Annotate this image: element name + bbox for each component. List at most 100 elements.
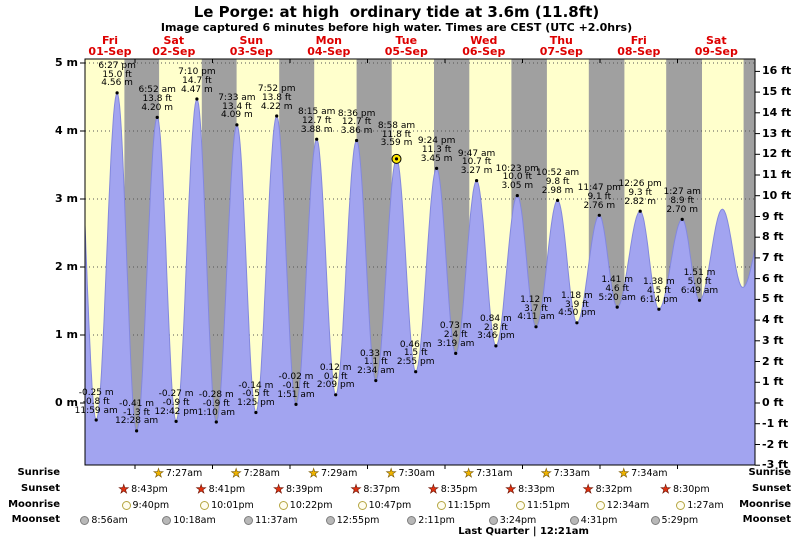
tide-extreme-dot <box>294 402 298 406</box>
tide-extreme-dot <box>115 91 119 95</box>
day-date: 08-Sep <box>617 45 661 58</box>
tide-annotation-line: 6:49 am <box>680 285 719 296</box>
astro-time: 11:15pm <box>447 499 491 511</box>
tide-annotation-line: 1:51 am <box>277 389 315 400</box>
tide-annotation-line: 6:52 am <box>138 85 176 96</box>
tide-annotation-high: 6:27 pm 15.0 ft 4.56 m <box>98 60 136 88</box>
tide-annotation-low: -0.02 m -0.1 ft 1:51 am <box>277 373 314 399</box>
tide-annotation-line: 0.84 m <box>480 313 512 324</box>
y-axis-label-ft: 13 ft <box>762 126 792 140</box>
tide-annotation-line: 10:23 pm <box>495 163 539 174</box>
astro-time: 8:30pm <box>672 483 710 495</box>
tide-annotation-line: 0.73 m <box>439 321 472 332</box>
tide-annotation-high: 1:27 am 8.9 ft 2.70 m <box>664 188 701 214</box>
tide-annotation-line: 3.05 m <box>501 181 534 192</box>
y-axis-label-m: 5 m <box>55 56 78 69</box>
astro-time: 1:27am <box>687 499 724 511</box>
tide-annotation-line: 3.88 m <box>300 124 333 135</box>
tide-annotation-line: 1:27 am <box>663 187 701 198</box>
astro-row-label-left-moonrise: Moonrise <box>8 499 60 510</box>
tide-annotation-line: 4.47 m <box>181 84 213 95</box>
day-date: 02-Sep <box>152 45 196 58</box>
y-axis-label-ft: 2 ft <box>762 354 784 368</box>
day-of-week: Fri <box>101 34 119 47</box>
tide-annotation-line: 10:52 am <box>536 168 580 179</box>
tide-annotation-line: -0.5 ft <box>242 389 270 400</box>
tide-extreme-dot <box>494 344 498 348</box>
sunset-icon: ★ <box>505 482 517 496</box>
day-date: 05-Sep <box>384 45 428 58</box>
day-date: 03-Sep <box>229 45 273 58</box>
tide-annotation-low: 1.38 m 4.5 ft 6:14 pm <box>640 278 678 304</box>
tide-annotation-high: 7:33 am 13.4 ft 4.09 m <box>218 93 255 120</box>
tide-annotation-line: 0.33 m <box>359 348 392 359</box>
moonset-icon <box>162 515 172 525</box>
tide-extreme-dot <box>235 123 239 127</box>
astro-time: 10:18am <box>173 514 216 526</box>
tide-annotation-line: 3:19 am <box>437 338 475 349</box>
tide-annotation-high: 8:15 am 12.7 ft 3.88 m <box>298 108 335 134</box>
tide-annotation-high: 12:26 pm 9.3 ft 2.82 m <box>619 180 662 206</box>
tide-annotation-low: -0.27 m -0.9 ft 12:42 pm <box>154 390 197 416</box>
tide-annotation-line: 6:27 pm <box>98 60 136 71</box>
moonset-icon <box>325 515 335 525</box>
tide-annotation-line: 3.7 ft <box>524 303 548 314</box>
tide-annotation-line: 2:34 am <box>357 366 395 377</box>
sunrise-event: ★ 7:27am <box>153 467 202 480</box>
tide-extreme-dot <box>135 429 139 433</box>
sunrise-event: ★ 7:28am <box>230 467 279 480</box>
astro-time: 7:29am <box>320 467 358 479</box>
tide-annotation-line: 4:11 am <box>517 312 555 323</box>
moonset-event: 12:55pm <box>325 514 379 526</box>
sunrise-icon: ★ <box>618 466 630 480</box>
sunset-event: ★ 8:33pm <box>505 482 555 496</box>
tide-annotation-line: 13.8 ft <box>142 94 172 105</box>
tide-annotation-line: 4.5 ft <box>647 285 671 296</box>
tide-annotation-line: 2.70 m <box>666 204 699 215</box>
moonset-event: 10:18am <box>162 514 216 526</box>
y-axis-label-ft: -3 ft <box>762 458 789 472</box>
tide-annotation-line: -0.25 m <box>78 388 114 398</box>
tide-annotation-line: 7:10 pm <box>178 67 216 77</box>
tide-annotation-line: 1:25 pm <box>237 398 275 409</box>
day-date: 09-Sep <box>694 45 738 58</box>
astro-time: 8:35pm <box>440 483 478 495</box>
tide-extreme-dot <box>638 209 642 213</box>
tide-annotation-line: 9:24 pm <box>417 136 456 147</box>
sunset-icon: ★ <box>660 482 671 496</box>
day-label-08-Sep: Fri 08-Sep <box>617 35 660 57</box>
tide-annotation-line: 0.12 m <box>319 362 352 373</box>
tide-annotation-line: -0.8 ft <box>82 396 110 407</box>
astro-time: 8:56am <box>91 514 128 526</box>
tide-annotation-low: 0.73 m 2.4 ft 3:19 am <box>437 322 474 348</box>
moonrise-event: 1:27am <box>676 499 724 511</box>
night-band <box>743 59 755 465</box>
tide-extreme-dot <box>454 351 458 355</box>
tide-annotation-high: 6:52 am 13.8 ft 4.20 m <box>139 86 176 112</box>
day-of-week: Mon <box>315 34 342 47</box>
tide-annotation-line: 15.0 ft <box>102 69 132 80</box>
y-axis-label-m: 4 m <box>55 124 78 137</box>
tide-annotation-line: 9.8 ft <box>545 177 570 188</box>
y-axis-label-ft: 16 ft <box>762 64 792 78</box>
tide-annotation-line: -0.14 m <box>238 380 274 391</box>
astro-time: 8:43pm <box>131 483 168 495</box>
tide-annotation-line: 2.82 m <box>624 196 657 207</box>
moonset-event: 5:29pm <box>650 514 698 526</box>
moonset-icon <box>650 515 660 525</box>
y-axis-label-ft: 15 ft <box>762 85 792 99</box>
tide-annotation-line: -1.3 ft <box>123 407 151 418</box>
tide-annotation-line: 1.51 m <box>683 268 716 279</box>
moonrise-icon <box>676 500 686 510</box>
sunrise-icon: ★ <box>540 466 552 480</box>
tide-annotation-line: 9.3 ft <box>628 187 653 198</box>
tide-annotation-line: 1.41 m <box>601 275 634 286</box>
tide-annotation-line: 1.18 m <box>561 290 593 301</box>
tide-annotation-high: 9:24 pm 11.3 ft 3.45 m <box>418 137 456 163</box>
day-label-05-Sep: Tue 05-Sep <box>385 35 428 57</box>
sunset-icon: ★ <box>118 482 130 496</box>
tide-extreme-dot <box>680 217 684 221</box>
moonrise-icon <box>121 500 131 510</box>
